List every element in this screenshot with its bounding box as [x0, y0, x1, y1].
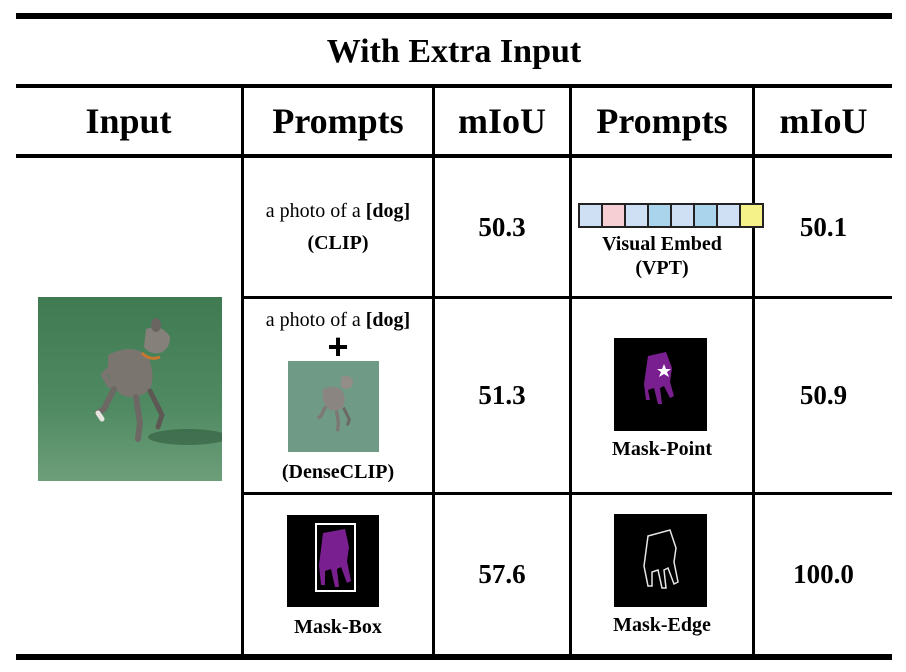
row2-rule	[242, 492, 892, 495]
embed-token	[647, 203, 672, 228]
embed-token	[601, 203, 626, 228]
col-divider-3	[569, 88, 572, 654]
embed-token	[716, 203, 741, 228]
mask-box-image	[287, 515, 379, 607]
miou-mask-point: 50.9	[799, 380, 848, 410]
header-miou-2: mIoU	[779, 101, 868, 141]
header-miou-1: mIoU	[458, 101, 546, 141]
miou-mask-box: 57.6	[478, 559, 526, 589]
prompt-mask-edge: Mask-Edge	[613, 614, 711, 636]
embed-token	[693, 203, 718, 228]
header-rule	[16, 154, 892, 158]
embed-token	[624, 203, 649, 228]
prompt-text: a photo of a	[265, 309, 361, 331]
prompt-mask-point: Mask-Point	[612, 438, 712, 460]
miou-clip: 50.3	[478, 211, 526, 242]
row1-rule	[242, 296, 892, 299]
denseclip-dog-image	[288, 361, 379, 452]
header-prompts-1: Prompts	[272, 101, 404, 141]
prompt-mask-box: Mask-Box	[294, 616, 382, 638]
title-rule	[16, 84, 892, 88]
prompt-text: a photo of a	[265, 200, 361, 222]
bottom-rule	[16, 654, 892, 660]
col-divider-4	[752, 88, 755, 654]
miou-vpt: 50.1	[799, 211, 848, 242]
plus-sign: +	[327, 326, 349, 367]
embed-token	[739, 203, 764, 228]
miou-mask-edge: 100.0	[793, 559, 854, 589]
mask-edge-image	[614, 514, 707, 607]
top-rule	[16, 13, 892, 19]
embed-token	[578, 203, 603, 228]
prompt-clip: a photo of a [dog] (CLIP)	[244, 158, 432, 296]
prompt-method: (VPT)	[635, 257, 689, 279]
header-input: Input	[85, 101, 172, 141]
input-dog-image	[38, 297, 228, 481]
prompt-method: (CLIP)	[307, 232, 369, 254]
header-prompts-2: Prompts	[596, 101, 728, 141]
col-divider-2	[432, 88, 435, 654]
prompt-class: [dog]	[365, 309, 411, 331]
table-title: With Extra Input	[326, 32, 582, 70]
prompt-class: [dog]	[365, 200, 411, 222]
prompt-method: (DenseCLIP)	[281, 461, 395, 483]
prompt-label: Visual Embed	[602, 233, 722, 255]
miou-denseclip: 51.3	[478, 380, 526, 410]
prompt-vpt: Visual Embed (VPT)	[572, 230, 752, 282]
col-divider-1	[241, 88, 244, 654]
visual-embed-tokens	[578, 203, 764, 228]
embed-token	[670, 203, 695, 228]
prompt-denseclip-text: a photo of a [dog]	[244, 306, 432, 334]
mask-point-image	[614, 338, 707, 431]
